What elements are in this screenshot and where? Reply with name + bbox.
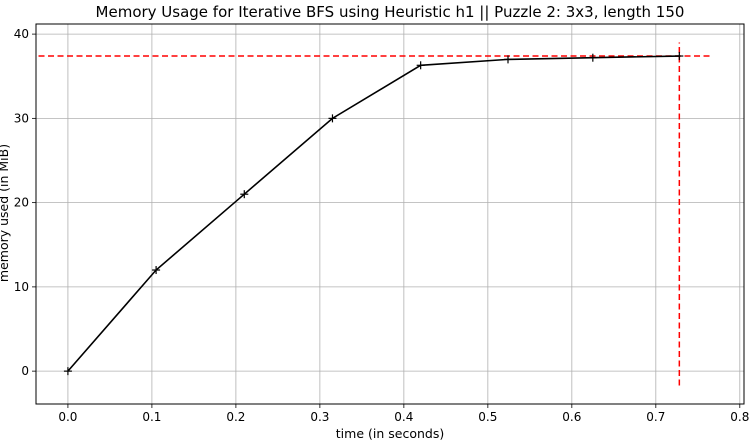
data-point <box>240 190 249 199</box>
x-tick-label: 0.3 <box>310 410 329 424</box>
y-tick-label: 20 <box>14 196 29 210</box>
grid <box>36 24 744 404</box>
x-tick-label: 0.2 <box>226 410 245 424</box>
y-tick-label: 0 <box>21 364 29 378</box>
data-point <box>588 53 597 62</box>
series <box>63 52 684 376</box>
reference-lines <box>38 42 711 386</box>
chart-title: Memory Usage for Iterative BFS using Heu… <box>96 3 685 21</box>
x-tick-label: 0.1 <box>142 410 161 424</box>
data-point <box>152 266 161 275</box>
y-axis-title: memory used (in MiB) <box>0 144 11 282</box>
plot-frame <box>35 23 745 405</box>
x-tick-label: 0.8 <box>730 410 749 424</box>
x-tick-label: 0.5 <box>478 410 497 424</box>
data-point <box>675 52 684 61</box>
x-tick-label: 0.0 <box>58 410 77 424</box>
x-tick-label: 0.7 <box>646 410 665 424</box>
data-point <box>328 114 337 123</box>
axis-ticks: 0.0 0.1 0.2 0.3 0.4 0.5 0.6 0.7 0.8 0 10 20 30 40 <box>14 27 750 424</box>
data-point <box>416 61 425 70</box>
data-point <box>63 367 72 376</box>
y-tick-label: 10 <box>14 280 29 294</box>
y-tick-label: 40 <box>14 27 29 41</box>
y-tick-label: 30 <box>14 111 29 125</box>
x-axis-title: time (in seconds) <box>336 426 444 441</box>
x-tick-label: 0.6 <box>562 410 581 424</box>
data-point <box>504 55 512 64</box>
series-line <box>67 55 680 372</box>
x-tick-label: 0.4 <box>394 410 413 424</box>
